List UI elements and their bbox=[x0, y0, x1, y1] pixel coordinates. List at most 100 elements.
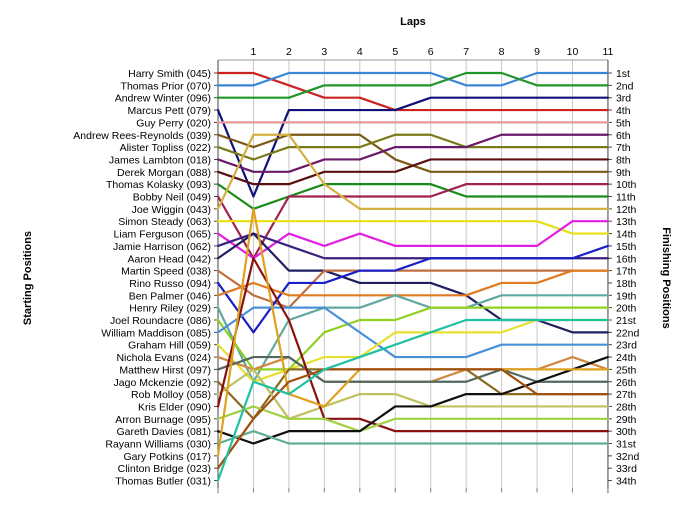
finishing-position-label: 13th bbox=[616, 216, 637, 228]
starting-position-label: Aaron Head (042) bbox=[128, 253, 211, 265]
lap-tick-label: 5 bbox=[392, 46, 398, 58]
finishing-position-label: 9th bbox=[616, 167, 631, 179]
starting-position-label: Martin Speed (038) bbox=[121, 266, 211, 278]
driver-position-line bbox=[216, 71, 610, 87]
finishing-position-label: 24th bbox=[616, 352, 637, 364]
finishing-position-label: 29th bbox=[616, 414, 637, 426]
lap-tick-label: 11 bbox=[602, 46, 613, 58]
starting-position-label: Kris Elder (090) bbox=[138, 401, 211, 413]
starting-position-label: Andrew Rees-Reynolds (039) bbox=[73, 130, 211, 142]
finishing-position-label: 10th bbox=[616, 179, 637, 191]
driver-position-line bbox=[216, 405, 610, 433]
finishing-position-label: 4th bbox=[616, 105, 631, 117]
finishing-position-label: 18th bbox=[616, 278, 637, 290]
driver-position-line bbox=[216, 430, 610, 445]
starting-position-label: James Lambton (018) bbox=[109, 154, 211, 166]
lap-tick-label: 6 bbox=[428, 46, 434, 58]
starting-position-label: Gary Potkins (017) bbox=[123, 451, 211, 463]
finishing-position-label: 15th bbox=[616, 241, 637, 253]
driver-position-line bbox=[216, 220, 610, 260]
driver-position-line bbox=[216, 269, 610, 309]
finishing-position-label: 6th bbox=[616, 130, 631, 142]
finishing-position-label: 28th bbox=[616, 401, 637, 413]
starting-position-label: Thomas Butler (031) bbox=[115, 476, 211, 488]
finishing-position-label: 31st bbox=[616, 439, 636, 451]
driver-position-line bbox=[216, 220, 610, 235]
driver-position-line bbox=[216, 368, 610, 420]
driver-position-line bbox=[216, 158, 610, 186]
lap-tick-label: 8 bbox=[499, 46, 505, 58]
starting-position-label: Harry Smith (045) bbox=[128, 68, 211, 80]
driver-position-line bbox=[216, 244, 610, 334]
driver-position-line bbox=[216, 257, 610, 433]
starting-position-label: Thomas Prior (070) bbox=[121, 80, 211, 92]
finishing-position-label: 30th bbox=[616, 426, 637, 438]
starting-position-label: Guy Perry (020) bbox=[136, 117, 211, 129]
lap-tick-label: 10 bbox=[567, 46, 579, 58]
finishing-position-label: 12th bbox=[616, 204, 637, 216]
finishing-position-label: 16th bbox=[616, 253, 637, 265]
lap-tick-label: 1 bbox=[251, 46, 257, 58]
starting-position-label: Rino Russo (094) bbox=[129, 278, 211, 290]
starting-position-label: Jago Mckenzie (092) bbox=[114, 377, 211, 389]
finishing-position-label: 3rd bbox=[616, 93, 631, 105]
lap-tick-label: 4 bbox=[357, 46, 363, 58]
driver-position-line bbox=[216, 318, 610, 482]
driver-position-line bbox=[216, 183, 610, 260]
starting-position-label: Joe Wiggin (043) bbox=[132, 204, 211, 216]
lap-tick-label: 9 bbox=[534, 46, 540, 58]
starting-position-label: Jamie Harrison (062) bbox=[113, 241, 211, 253]
finishing-position-label: 5th bbox=[616, 117, 631, 129]
lap-tick-label: 3 bbox=[321, 46, 327, 58]
starting-position-label: William Maddison (085) bbox=[101, 327, 211, 339]
y-axis-title-right: Finishing Positions bbox=[660, 227, 672, 328]
driver-position-line bbox=[216, 368, 610, 470]
starting-position-label: Rayann Williams (030) bbox=[105, 439, 211, 451]
finishing-position-label: 32nd bbox=[616, 451, 640, 463]
finishing-position-label: 2nd bbox=[616, 80, 634, 92]
finishing-position-label: 7th bbox=[616, 142, 631, 154]
starting-position-label: Marcus Pett (079) bbox=[128, 105, 211, 117]
starting-position-label: Thomas Kolasky (093) bbox=[106, 179, 211, 191]
driver-position-line bbox=[216, 232, 610, 334]
driver-position-line bbox=[216, 96, 610, 198]
lap-tick-label: 2 bbox=[286, 46, 292, 58]
driver-position-line bbox=[216, 133, 610, 161]
driver-position-line bbox=[216, 306, 610, 371]
finishing-position-label: 20th bbox=[616, 303, 637, 315]
finishing-position-label: 17th bbox=[616, 266, 637, 278]
starting-position-label: Bobby Neil (049) bbox=[133, 192, 211, 204]
starting-position-label: Derek Morgan (088) bbox=[117, 167, 211, 179]
finishing-position-label: 14th bbox=[616, 229, 637, 241]
starting-position-label: Ben Palmer (046) bbox=[129, 290, 211, 302]
finishing-position-label: 8th bbox=[616, 154, 631, 166]
starting-position-label: Rob Molloy (058) bbox=[131, 389, 211, 401]
starting-position-label: Andrew Winter (096) bbox=[115, 93, 211, 105]
finishing-position-label: 23rd bbox=[616, 340, 637, 352]
starting-position-label: Henry Riley (029) bbox=[129, 303, 211, 315]
lap-tick-label: 7 bbox=[463, 46, 469, 58]
starting-position-label: Matthew Hirst (097) bbox=[119, 364, 211, 376]
driver-position-line bbox=[216, 133, 610, 173]
starting-position-label: Joel Roundacre (086) bbox=[110, 315, 211, 327]
driver-position-line bbox=[216, 133, 610, 210]
finishing-position-label: 27th bbox=[616, 389, 637, 401]
finishing-position-label: 22nd bbox=[616, 327, 640, 339]
finishing-position-label: 25th bbox=[616, 364, 637, 376]
starting-position-label: Graham Hill (059) bbox=[128, 340, 211, 352]
driver-position-line bbox=[216, 183, 610, 210]
driver-position-line bbox=[216, 71, 610, 99]
x-axis-title: Laps bbox=[400, 16, 426, 28]
starting-position-label: Arron Burnage (095) bbox=[115, 414, 211, 426]
driver-position-line bbox=[216, 269, 610, 297]
finishing-position-label: 33rd bbox=[616, 463, 637, 475]
finishing-position-label: 19th bbox=[616, 290, 637, 302]
driver-position-line bbox=[216, 71, 610, 112]
driver-position-line bbox=[216, 355, 610, 445]
starting-position-label: Liam Ferguson (065) bbox=[114, 229, 211, 241]
starting-position-label: Clinton Bridge (023) bbox=[118, 463, 211, 475]
finishing-position-label: 11th bbox=[616, 192, 636, 204]
starting-position-label: Simon Steady (063) bbox=[118, 216, 211, 228]
